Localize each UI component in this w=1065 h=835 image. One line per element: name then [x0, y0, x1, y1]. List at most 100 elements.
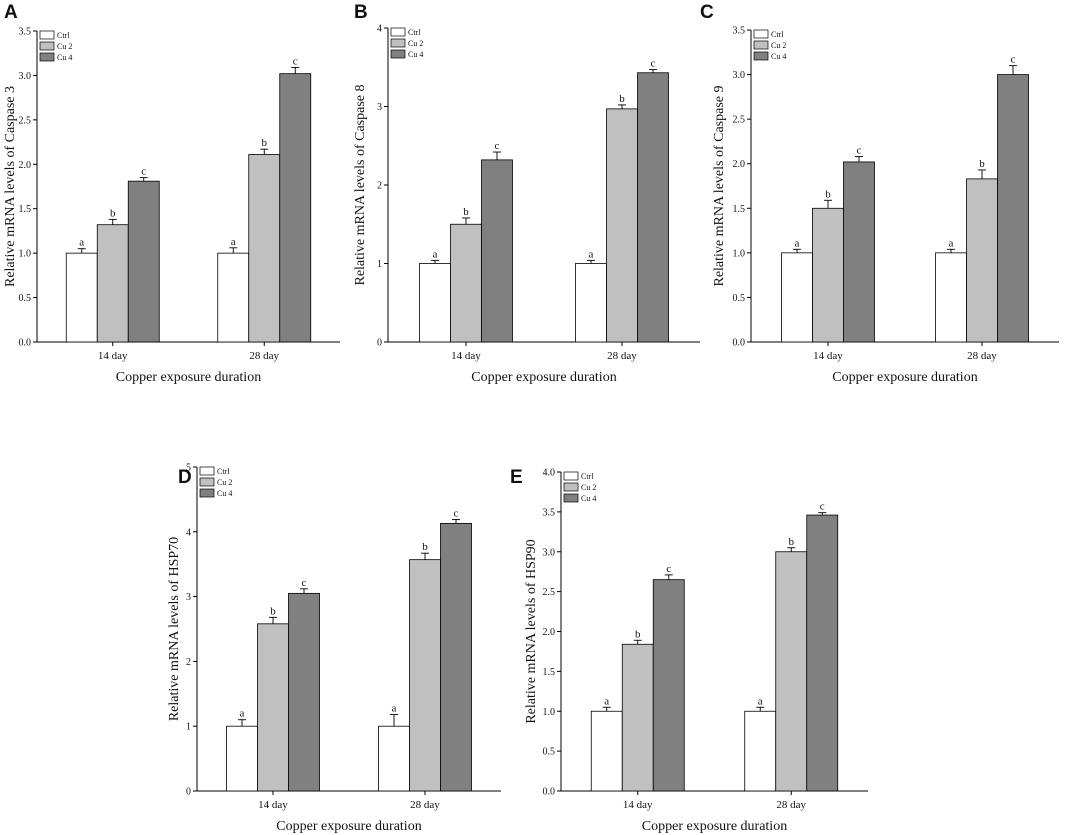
significance-label: c — [454, 507, 459, 519]
legend-swatch — [39, 30, 55, 40]
significance-label: a — [231, 236, 236, 248]
x-tick-label: 14 day — [258, 799, 288, 811]
x-tick-label: 14 day — [813, 350, 843, 362]
legend-label: Ctrl — [581, 472, 594, 481]
bar-cu2-28day — [248, 154, 281, 343]
bar-cu4-14day — [481, 159, 513, 343]
bar-cu2-28day — [409, 559, 441, 792]
legend-label: Ctrl — [217, 467, 230, 476]
bar-ctrl-28day — [217, 252, 250, 343]
y-tick-label: 2.5 — [543, 587, 556, 598]
y-tick-label: 4.0 — [543, 468, 556, 479]
y-tick-label: 5 — [186, 463, 191, 474]
y-tick-label: 2.5 — [19, 115, 32, 126]
y-tick-label: 2 — [377, 181, 382, 192]
bar-ctrl-14day — [781, 252, 813, 343]
y-tick-label: 3 — [377, 102, 382, 113]
significance-label: b — [262, 137, 268, 149]
bar-ctrl-28day — [378, 725, 410, 792]
legend-label: Ctrl — [57, 31, 70, 40]
panel-letter: E — [510, 467, 523, 488]
y-tick-label: 1.5 — [733, 204, 746, 215]
y-tick-label: 1 — [377, 259, 382, 270]
significance-label: b — [422, 541, 428, 553]
bar-ctrl-28day — [935, 252, 967, 343]
legend-label: Cu 2 — [581, 483, 596, 492]
y-axis-title: Relative mRNA levels of HSP70 — [167, 537, 182, 721]
legend-swatch — [390, 49, 406, 59]
panel-letter: B — [354, 2, 368, 23]
x-tick-label: 28 day — [607, 350, 637, 362]
bar-cu4-28day — [997, 74, 1029, 343]
bar-cu2-14day — [450, 223, 482, 343]
chart-panel-d: D 0 1 2 3 4 5 14 day 28 day a a b b c c Ctrl Cu 2 Cu 4 Rel… — [167, 463, 501, 834]
bar-ctrl-14day — [419, 263, 451, 343]
y-axis-title: Relative mRNA levels of Caspase 3 — [3, 86, 18, 287]
x-tick-label: 14 day — [98, 350, 128, 362]
legend-label: Cu 4 — [771, 52, 786, 61]
y-tick-label: 3.5 — [543, 507, 556, 518]
significance-label: a — [392, 703, 397, 715]
x-axis-title: Copper exposure duration — [642, 819, 787, 834]
panel-letter: A — [4, 2, 18, 23]
y-tick-label: 2.0 — [543, 627, 556, 638]
legend-label: Cu 4 — [57, 53, 72, 62]
significance-label: b — [635, 628, 641, 640]
legend-swatch — [753, 40, 769, 50]
y-tick-label: 2.5 — [733, 115, 746, 126]
legend-label: Cu 2 — [771, 41, 786, 50]
legend-swatch — [753, 29, 769, 39]
legend-swatch — [390, 38, 406, 48]
bar-cu4-14day — [843, 161, 875, 343]
y-tick-label: 2.0 — [733, 159, 746, 170]
significance-label: a — [433, 248, 438, 260]
bar-ctrl-28day — [744, 710, 777, 792]
significance-label: b — [270, 605, 276, 617]
legend-swatch — [39, 41, 55, 51]
chart-panel-b: B 0 1 2 3 4 14 day 28 day a a b b c c Ctrl Cu 2 Cu 4 Rela… — [353, 2, 700, 385]
significance-label: b — [619, 93, 625, 105]
significance-label: c — [820, 501, 825, 513]
significance-label: c — [293, 55, 298, 67]
significance-label: c — [666, 563, 671, 575]
significance-label: a — [79, 237, 84, 249]
bar-cu2-14day — [257, 623, 289, 792]
legend-label: Cu 2 — [57, 42, 72, 51]
significance-label: a — [949, 237, 954, 249]
bar-cu2-14day — [96, 224, 129, 343]
y-tick-label: 0.5 — [19, 293, 32, 304]
legend-swatch — [39, 52, 55, 62]
chart-panel-a: A 0.0 0.5 1.0 1.5 2.0 2.5 3.0 3.5 14 day 28 day a a b… — [3, 2, 340, 385]
significance-label: c — [495, 140, 500, 152]
y-tick-label: 1.0 — [543, 707, 556, 718]
bar-cu4-14day — [652, 579, 685, 792]
x-tick-label: 28 day — [967, 350, 997, 362]
legend-label: Cu 4 — [581, 494, 596, 503]
x-axis-title: Copper exposure duration — [471, 370, 616, 385]
bar-cu4-28day — [279, 73, 312, 343]
x-axis-title: Copper exposure duration — [276, 819, 421, 834]
legend-label: Cu 4 — [217, 489, 232, 498]
y-tick-label: 0.0 — [733, 338, 746, 349]
bar-cu2-14day — [621, 643, 654, 792]
chart-panel-e: E 0.0 0.5 1.0 1.5 2.0 2.5 3.0 3.5 4.0 14 day 28 day… — [510, 467, 868, 834]
legend-swatch — [199, 466, 215, 476]
x-tick-label: 14 day — [623, 799, 653, 811]
bar-cu4-28day — [440, 522, 472, 792]
y-tick-label: 0.0 — [19, 338, 32, 349]
significance-label: c — [302, 577, 307, 589]
significance-label: b — [825, 188, 831, 200]
y-tick-label: 3.0 — [19, 71, 32, 82]
significance-label: b — [463, 206, 469, 218]
y-tick-label: 2.0 — [19, 160, 32, 171]
y-tick-label: 1.0 — [19, 249, 32, 260]
bar-ctrl-14day — [590, 710, 623, 792]
bar-cu2-28day — [606, 108, 638, 343]
y-tick-label: 4 — [186, 527, 191, 538]
significance-label: c — [857, 145, 862, 157]
y-tick-label: 4 — [377, 24, 382, 35]
chart-panel-c: C 0.0 0.5 1.0 1.5 2.0 2.5 3.0 3.5 14 day 28 day a a b… — [700, 2, 1059, 385]
bar-cu2-14day — [812, 207, 844, 343]
significance-label: a — [795, 237, 800, 249]
